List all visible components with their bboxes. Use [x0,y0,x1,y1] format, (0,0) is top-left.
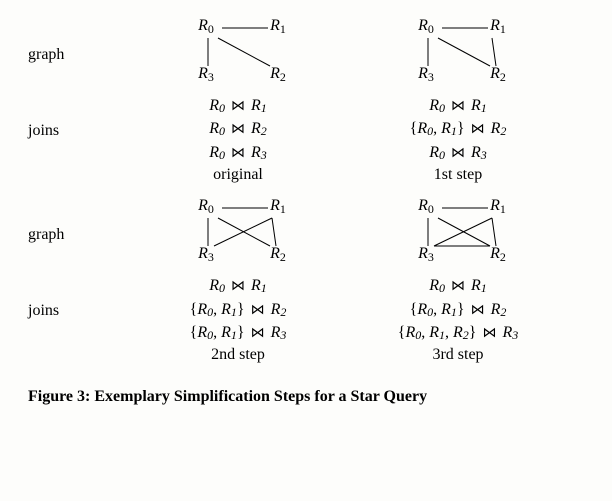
svg-text:R2: R2 [489,65,506,84]
joins-cell-s3: R0 ⋈ R1{R0, R1} ⋈ R2{R0, R1, R2} ⋈ R33rd… [358,274,558,364]
graph-cell-s0: R0 R1 R2 R3 [138,18,338,90]
graph-cell-s2: R0 R1 R2 R3 [138,198,338,270]
figure-star-query: graph R0 R1 R2 R3 R0 R1 R2 R3 joins R0 ⋈ R1R0 … [28,18,584,408]
svg-text:R0: R0 [197,198,214,216]
svg-text:R3: R3 [197,65,214,84]
svg-text:R3: R3 [417,65,434,84]
svg-text:R3: R3 [417,245,434,264]
svg-text:R2: R2 [269,245,286,264]
graph-cell-s1: R0 R1 R2 R3 [358,18,558,90]
svg-text:R1: R1 [489,18,506,36]
svg-text:R2: R2 [269,65,286,84]
joins-cell-s1: R0 ⋈ R1{R0, R1} ⋈ R2R0 ⋈ R31st step [358,94,558,184]
svg-text:R2: R2 [489,245,506,264]
figure-block-bottom: graph R0 R1 R2 R3 R0 R1 R2 R3 joins R0 ⋈ R1{R0… [28,198,584,364]
svg-text:R1: R1 [489,198,506,216]
svg-text:R1: R1 [269,198,286,216]
row-label-joins-2: joins [28,274,118,320]
figure-block-top: graph R0 R1 R2 R3 R0 R1 R2 R3 joins R0 ⋈ R1R0 … [28,18,584,184]
graph-cell-s3: R0 R1 R2 R3 [358,198,558,270]
row-label-graph-1: graph [28,18,118,64]
svg-text:R3: R3 [197,245,214,264]
svg-text:R0: R0 [417,198,434,216]
joins-cell-s0: R0 ⋈ R1R0 ⋈ R2R0 ⋈ R3original [138,94,338,184]
svg-text:R0: R0 [417,18,434,36]
row-label-joins-1: joins [28,94,118,140]
row-label-graph-2: graph [28,198,118,244]
joins-cell-s2: R0 ⋈ R1{R0, R1} ⋈ R2{R0, R1} ⋈ R32nd ste… [138,274,338,364]
svg-text:R0: R0 [197,18,214,36]
svg-text:R1: R1 [269,18,286,36]
figure-caption: Figure 3: Exemplary Simplification Steps… [28,386,584,408]
